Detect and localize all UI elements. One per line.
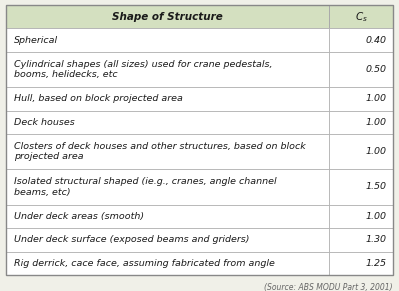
Text: Under deck surface (exposed beams and griders): Under deck surface (exposed beams and gr… [14,235,249,244]
Text: $C_s$: $C_s$ [355,10,367,24]
Text: Isolated structural shaped (ie.g., cranes, angle channel
beams, etc): Isolated structural shaped (ie.g., crane… [14,177,277,197]
Text: 1.30: 1.30 [366,235,387,244]
Text: 1.25: 1.25 [366,259,387,268]
Text: Cylindrical shapes (all sizes) used for crane pedestals,
booms, helidecks, etc: Cylindrical shapes (all sizes) used for … [14,60,273,79]
Text: Rig derrick, cace face, assuming fabricated from angle: Rig derrick, cace face, assuming fabrica… [14,259,275,268]
Text: 1.50: 1.50 [366,182,387,191]
Text: 1.00: 1.00 [366,147,387,156]
Text: 1.00: 1.00 [366,94,387,103]
Text: (Source: ABS MODU Part 3, 2001): (Source: ABS MODU Part 3, 2001) [265,283,393,291]
Text: Deck houses: Deck houses [14,118,75,127]
Text: 1.00: 1.00 [366,212,387,221]
Text: Spherical: Spherical [14,36,58,45]
Text: 0.50: 0.50 [366,65,387,74]
Text: Hull, based on block projected area: Hull, based on block projected area [14,94,183,103]
Text: Shape of Structure: Shape of Structure [112,12,223,22]
Text: Under deck areas (smooth): Under deck areas (smooth) [14,212,144,221]
Text: Closters of deck houses and other structures, based on block
projected area: Closters of deck houses and other struct… [14,142,306,162]
Text: 0.40: 0.40 [366,36,387,45]
Text: 1.00: 1.00 [366,118,387,127]
